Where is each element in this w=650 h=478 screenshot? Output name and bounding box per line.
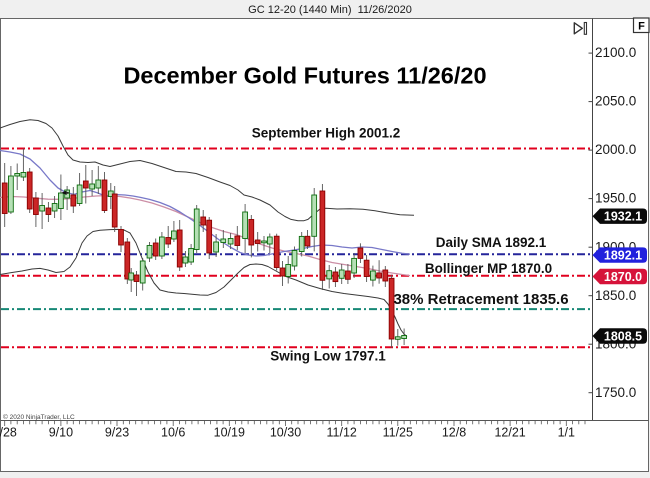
svg-text:12/21: 12/21 bbox=[494, 426, 525, 440]
svg-text:1850.0: 1850.0 bbox=[595, 288, 636, 303]
svg-text:1892.1: 1892.1 bbox=[604, 248, 642, 262]
svg-text:38% Retracement 1835.6: 38% Retracement 1835.6 bbox=[393, 291, 568, 308]
svg-text:11/25: 11/25 bbox=[383, 426, 413, 440]
svg-text:F: F bbox=[638, 21, 645, 33]
svg-text:September High 2001.2: September High 2001.2 bbox=[252, 126, 401, 141]
svg-text:2000.0: 2000.0 bbox=[595, 142, 636, 157]
svg-text:GC 12-20 (1440 Min) 11/26/202: GC 12-20 (1440 Min) 11/26/2020 bbox=[248, 4, 412, 16]
svg-text:9/10: 9/10 bbox=[49, 426, 73, 440]
svg-text:1750.0: 1750.0 bbox=[595, 385, 636, 400]
svg-text:10/6: 10/6 bbox=[161, 426, 185, 440]
svg-text:1/1: 1/1 bbox=[558, 426, 575, 440]
svg-text:© 2020 NinjaTrader, LLC: © 2020 NinjaTrader, LLC bbox=[3, 413, 75, 421]
svg-text:9/23: 9/23 bbox=[105, 426, 129, 440]
svg-text:2100.0: 2100.0 bbox=[595, 45, 636, 60]
svg-text:12/8: 12/8 bbox=[442, 426, 466, 440]
svg-text:1808.5: 1808.5 bbox=[604, 329, 642, 343]
svg-text:10/30: 10/30 bbox=[270, 426, 301, 440]
svg-text:1870.0: 1870.0 bbox=[604, 270, 642, 284]
svg-text:2050.0: 2050.0 bbox=[595, 94, 636, 109]
svg-text:1950.0: 1950.0 bbox=[595, 191, 636, 206]
svg-text:Daily SMA 1892.1: Daily SMA 1892.1 bbox=[436, 235, 547, 250]
svg-text:1932.1: 1932.1 bbox=[604, 210, 642, 224]
svg-text:Bollinger MP 1870.0: Bollinger MP 1870.0 bbox=[425, 261, 552, 276]
svg-text:10/19: 10/19 bbox=[214, 426, 245, 440]
svg-text:8/28: 8/28 bbox=[0, 426, 17, 440]
svg-text:December Gold Futures 11/26/20: December Gold Futures 11/26/20 bbox=[123, 63, 486, 89]
svg-text:11/12: 11/12 bbox=[327, 426, 357, 440]
svg-text:Swing Low 1797.1: Swing Low 1797.1 bbox=[270, 349, 386, 364]
